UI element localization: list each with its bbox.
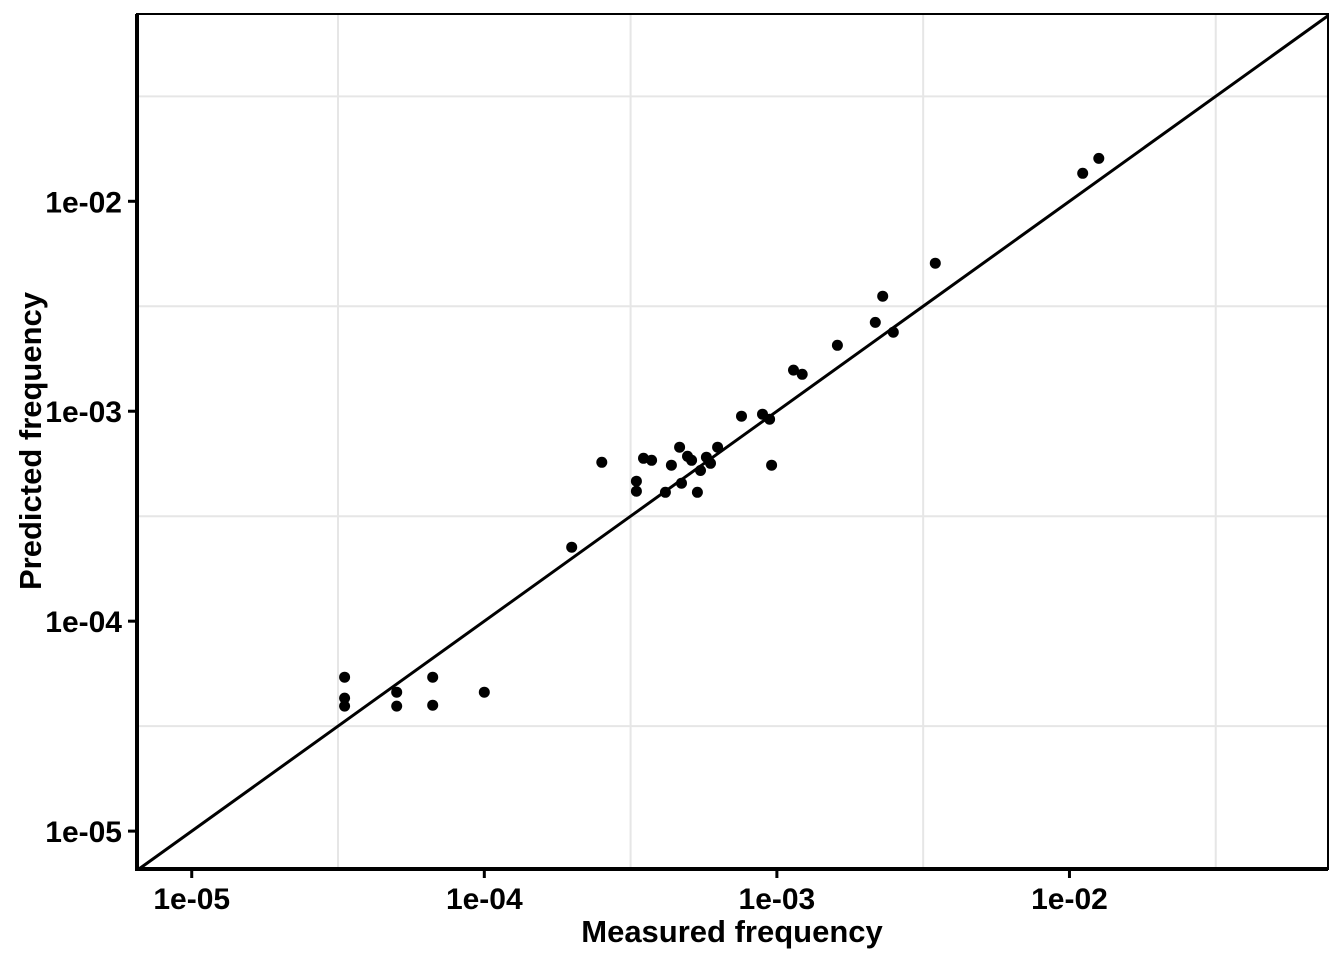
data-point — [788, 364, 799, 376]
data-point — [659, 486, 671, 498]
data-point — [630, 485, 642, 497]
data-point — [929, 257, 941, 269]
data-point — [766, 459, 778, 471]
data-point — [391, 700, 403, 712]
axis-lines — [135, 14, 1328, 871]
data-point — [764, 413, 776, 425]
y-axis-title: Predicted frequency — [13, 291, 48, 590]
data-point — [596, 456, 608, 468]
data-point — [695, 465, 706, 476]
data-point — [887, 326, 899, 338]
x-tick-label: 1e-03 — [739, 883, 816, 916]
y-tick-label: 1e-03 — [45, 396, 122, 429]
axis-tick-labels: 1e-05 1e-04 1e-03 1e-02 1e-05 1e-04 1e-03 1e-02 — [45, 186, 1108, 916]
x-tick-label: 1e-05 — [153, 883, 230, 916]
data-point — [691, 486, 703, 498]
data-point — [796, 368, 808, 380]
data-point — [339, 671, 351, 683]
data-point — [736, 410, 747, 422]
data-point — [831, 339, 843, 351]
y-tick-label: 1e-04 — [45, 606, 122, 639]
axis-tick-marks — [128, 199, 1071, 878]
x-tick-label: 1e-04 — [446, 883, 523, 916]
data-point — [630, 475, 642, 487]
data-point — [566, 541, 578, 553]
data-point — [339, 692, 351, 704]
data-point — [1093, 152, 1105, 164]
data-point — [478, 686, 490, 698]
identity-line-segment — [138, 14, 1329, 871]
data-point — [665, 459, 677, 471]
data-point — [705, 457, 716, 469]
data-point — [877, 290, 889, 302]
data-points — [339, 152, 1105, 712]
data-point — [339, 700, 351, 712]
data-point — [427, 671, 439, 683]
x-tick-label: 1e-02 — [1031, 883, 1108, 916]
data-point — [427, 699, 439, 711]
data-point — [869, 316, 881, 328]
identity-line — [138, 14, 1329, 871]
y-tick-label: 1e-02 — [45, 186, 122, 219]
data-point — [391, 686, 403, 698]
data-point — [676, 477, 687, 489]
data-point — [1077, 167, 1089, 179]
data-point — [686, 454, 698, 466]
x-axis-title: Measured frequency — [581, 914, 883, 949]
data-point — [712, 441, 724, 453]
y-tick-label: 1e-05 — [45, 816, 122, 849]
data-point — [646, 454, 658, 466]
data-point — [674, 441, 686, 453]
